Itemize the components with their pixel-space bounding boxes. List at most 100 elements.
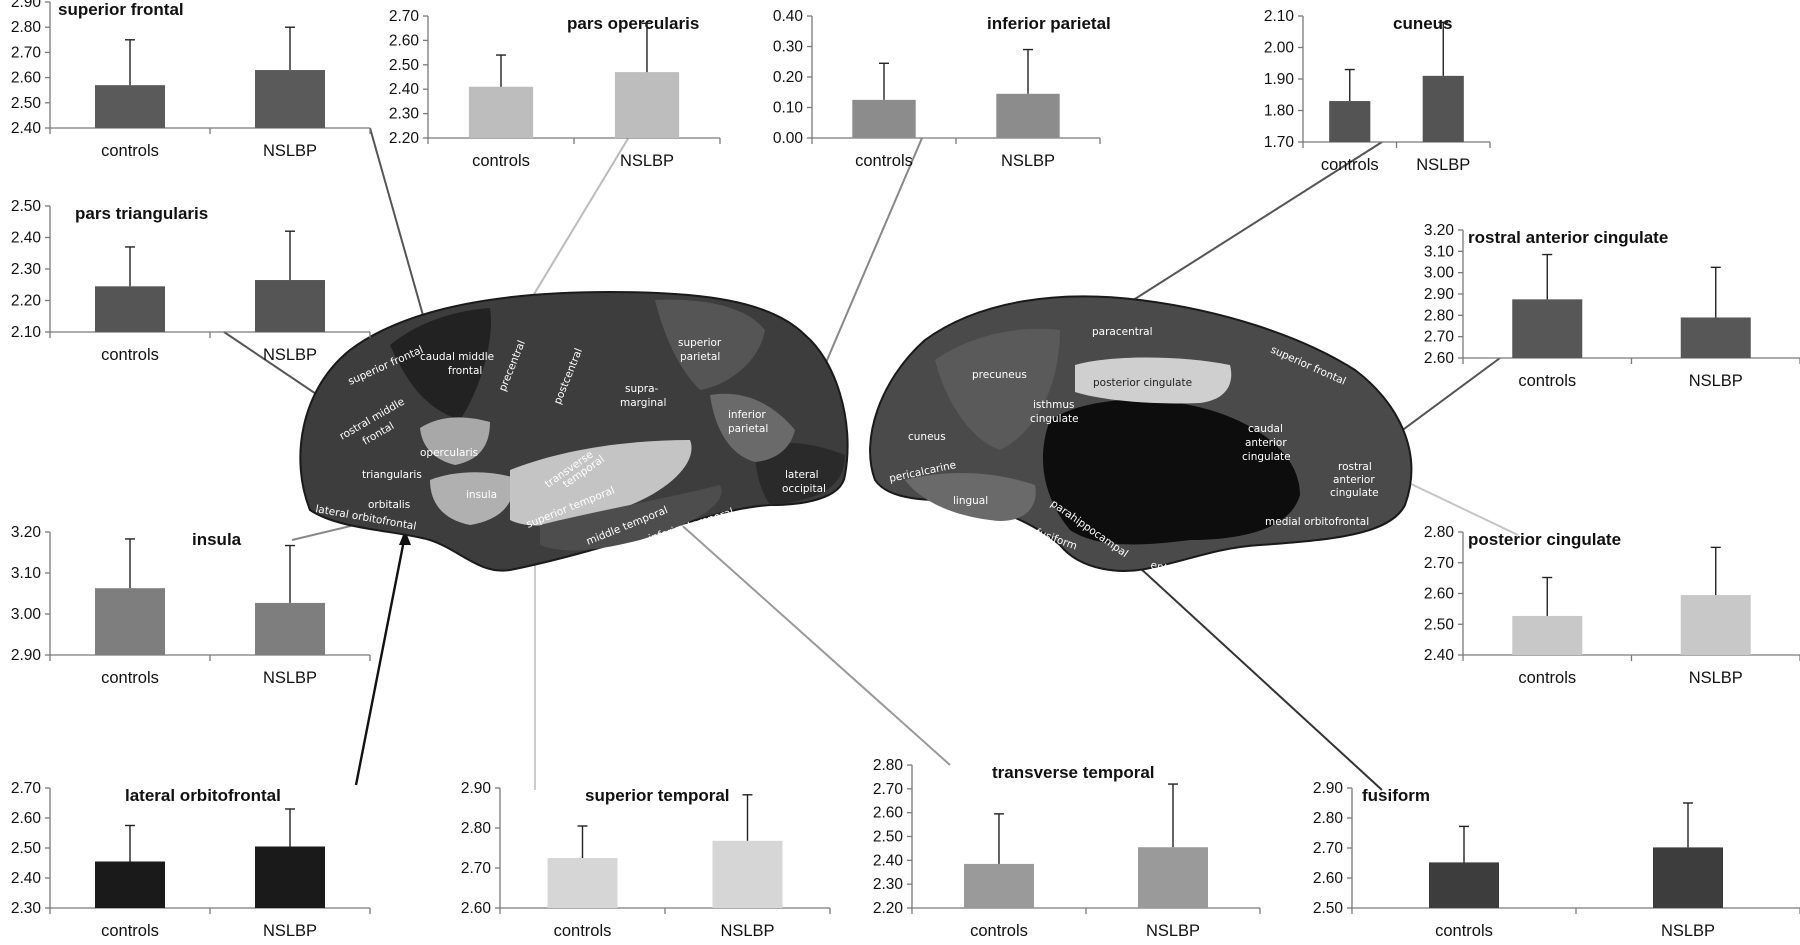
superior-temporal-ytick-label: 2.70	[461, 860, 492, 877]
cuneus-category-label: controls	[1321, 156, 1379, 174]
insula-title: insula	[192, 530, 242, 549]
chart-posterior-cingulate: posterior cingulate 2.40 2.50 2.60 2.70 2.80 c…	[1424, 524, 1800, 687]
transverse-temporal-ytick-label: 2.50	[873, 829, 904, 846]
superior-frontal-ytick-label: 2.40	[11, 120, 42, 137]
label-caudal-middle-frontal-2: frontal	[448, 365, 482, 377]
region-posterior-cingulate	[1075, 357, 1232, 404]
transverse-temporal-title: transverse temporal	[992, 763, 1155, 782]
superior-temporal-bar-controls	[547, 858, 618, 908]
label-paracentral: paracentral	[1092, 326, 1153, 338]
chart-cuneus: cuneus 1.70 1.80 1.90 2.00 2.10 controls NSLBP	[1264, 8, 1491, 174]
region-middle-temporal	[540, 485, 722, 551]
chart-pars-opercularis: pars opercularis 2.20 2.30 2.40 2.50 2.60 2.70…	[389, 8, 721, 170]
inferior-parietal-ytick-label: 0.00	[773, 130, 804, 147]
inferior-parietal-bar-controls	[852, 99, 916, 138]
label-posterior-cingulate: posterior cingulate	[1093, 377, 1192, 389]
transverse-temporal-ytick-label: 2.80	[873, 757, 904, 774]
cuneus-ytick-label: 1.80	[1264, 103, 1295, 120]
transverse-temporal-ytick-label: 2.60	[873, 805, 904, 822]
pars-opercularis-ytick-label: 2.40	[389, 81, 420, 98]
posterior-cingulate-category-label: controls	[1518, 669, 1576, 687]
label-caudal-anterior-cingulate-3: cingulate	[1242, 451, 1291, 463]
cuneus-ytick-label: 1.90	[1264, 71, 1295, 88]
superior-frontal-category-label: controls	[101, 142, 159, 160]
inferior-parietal-bar-NSLBP	[996, 93, 1060, 138]
posterior-cingulate-ytick-label: 2.70	[1424, 555, 1455, 572]
superior-temporal-category-label: NSLBP	[720, 922, 774, 940]
label-caudal-anterior-cingulate: caudal	[1248, 423, 1283, 435]
pars-opercularis-ytick-label: 2.50	[389, 57, 420, 74]
lateral-brain-surface: superior frontal caudal middle frontal r…	[299, 290, 849, 572]
insula-bar-NSLBP	[255, 602, 325, 655]
arrowhead-lateral-orbitofrontal	[399, 530, 411, 545]
inferior-parietal-ytick-label: 0.30	[773, 39, 804, 56]
fusiform-bar-controls	[1429, 862, 1499, 908]
pars-triangularis-ytick-label: 2.10	[11, 324, 42, 341]
region-opercularis	[420, 417, 490, 465]
pars-triangularis-category-label: NSLBP	[263, 346, 317, 364]
fusiform-category-label: controls	[1435, 922, 1493, 940]
pars-triangularis-bar-controls	[95, 286, 165, 332]
fusiform-title: fusiform	[1362, 786, 1430, 805]
connector-lines	[223, 127, 1519, 791]
superior-frontal-ytick-label: 2.70	[11, 44, 42, 61]
medial-wall	[1042, 399, 1300, 545]
label-superior-parietal-2: parietal	[680, 351, 720, 363]
label-lingual: lingual	[953, 495, 988, 507]
insula-ytick-label: 3.00	[11, 606, 42, 623]
superior-frontal-bar-NSLBP	[255, 70, 325, 128]
insula-ytick-label: 3.10	[11, 565, 42, 582]
insula-ytick-label: 2.90	[11, 647, 42, 664]
posterior-cingulate-ytick-label: 2.50	[1424, 616, 1455, 633]
lateral-orbitofrontal-ytick-label: 2.60	[11, 810, 42, 827]
lateral-orbitofrontal-bar-controls	[95, 861, 165, 908]
pars-opercularis-category-label: NSLBP	[620, 152, 674, 170]
chart-superior-temporal: superior temporal 2.60 2.70 2.80 2.90 control…	[461, 780, 831, 940]
posterior-cingulate-ytick-label: 2.80	[1424, 524, 1455, 541]
connector-fusiform	[1114, 544, 1383, 791]
label-opercularis: opercularis	[420, 447, 478, 459]
transverse-temporal-ytick-label: 2.20	[873, 900, 904, 917]
rostral-anterior-cingulate-category-label: NSLBP	[1689, 372, 1743, 390]
region-superior-parietal	[655, 299, 765, 390]
label-precuneus: precuneus	[972, 369, 1027, 381]
label-isthmus-cingulate: isthmus	[1033, 399, 1075, 411]
superior-frontal-category-label: NSLBP	[263, 142, 317, 160]
lateral-orbitofrontal-ytick-label: 2.40	[11, 870, 42, 887]
cuneus-category-label: NSLBP	[1416, 156, 1470, 174]
insula-bar-controls	[95, 588, 165, 655]
posterior-cingulate-ytick-label: 2.60	[1424, 586, 1455, 603]
label-isthmus-cingulate-2: cingulate	[1030, 413, 1079, 425]
label-triangularis: triangularis	[362, 469, 422, 481]
region-insula	[430, 472, 515, 525]
rostral-anterior-cingulate-ytick-label: 2.80	[1424, 307, 1455, 324]
region-lateral-occipital	[755, 443, 845, 505]
inferior-parietal-title: inferior parietal	[987, 14, 1111, 33]
fusiform-bar-NSLBP	[1653, 847, 1723, 908]
label-supramarginal: supra-	[625, 383, 659, 395]
pars-opercularis-bar-controls	[468, 86, 534, 138]
region-superior-temporal	[510, 440, 692, 526]
inferior-parietal-category-label: NSLBP	[1001, 152, 1055, 170]
superior-temporal-title: superior temporal	[585, 786, 730, 805]
superior-frontal-title: superior frontal	[58, 0, 184, 19]
chart-transverse-temporal: transverse temporal 2.20 2.30 2.40 2.50 2.60 2…	[873, 757, 1261, 940]
pars-triangularis-category-label: controls	[101, 346, 159, 364]
fusiform-ytick-label: 2.70	[1313, 840, 1344, 857]
label-lateral-occipital-2: occipital	[782, 483, 826, 495]
inferior-parietal-category-label: controls	[855, 152, 913, 170]
chart-fusiform: fusiform 2.50 2.60 2.70 2.80 2.90 controls NSLB…	[1313, 780, 1800, 940]
superior-temporal-ytick-label: 2.60	[461, 900, 492, 917]
cuneus-title: cuneus	[1393, 14, 1453, 33]
fusiform-ytick-label: 2.50	[1313, 900, 1344, 917]
cuneus-ytick-label: 2.10	[1264, 8, 1295, 25]
label-medial-orbitofrontal: medial orbitofrontal	[1265, 516, 1369, 528]
inferior-parietal-ytick-label: 0.20	[773, 69, 804, 86]
pars-opercularis-title: pars opercularis	[567, 14, 699, 33]
region-lingual	[905, 473, 1036, 521]
lateral-orbitofrontal-ytick-label: 2.70	[11, 780, 42, 797]
chart-lateral-orbitofrontal: lateral orbitofrontal 2.30 2.40 2.50 2.60 2.7…	[11, 780, 371, 940]
pars-opercularis-bar-NSLBP	[614, 72, 680, 138]
pars-triangularis-ytick-label: 2.30	[11, 261, 42, 278]
rostral-anterior-cingulate-bar-controls	[1512, 299, 1583, 358]
